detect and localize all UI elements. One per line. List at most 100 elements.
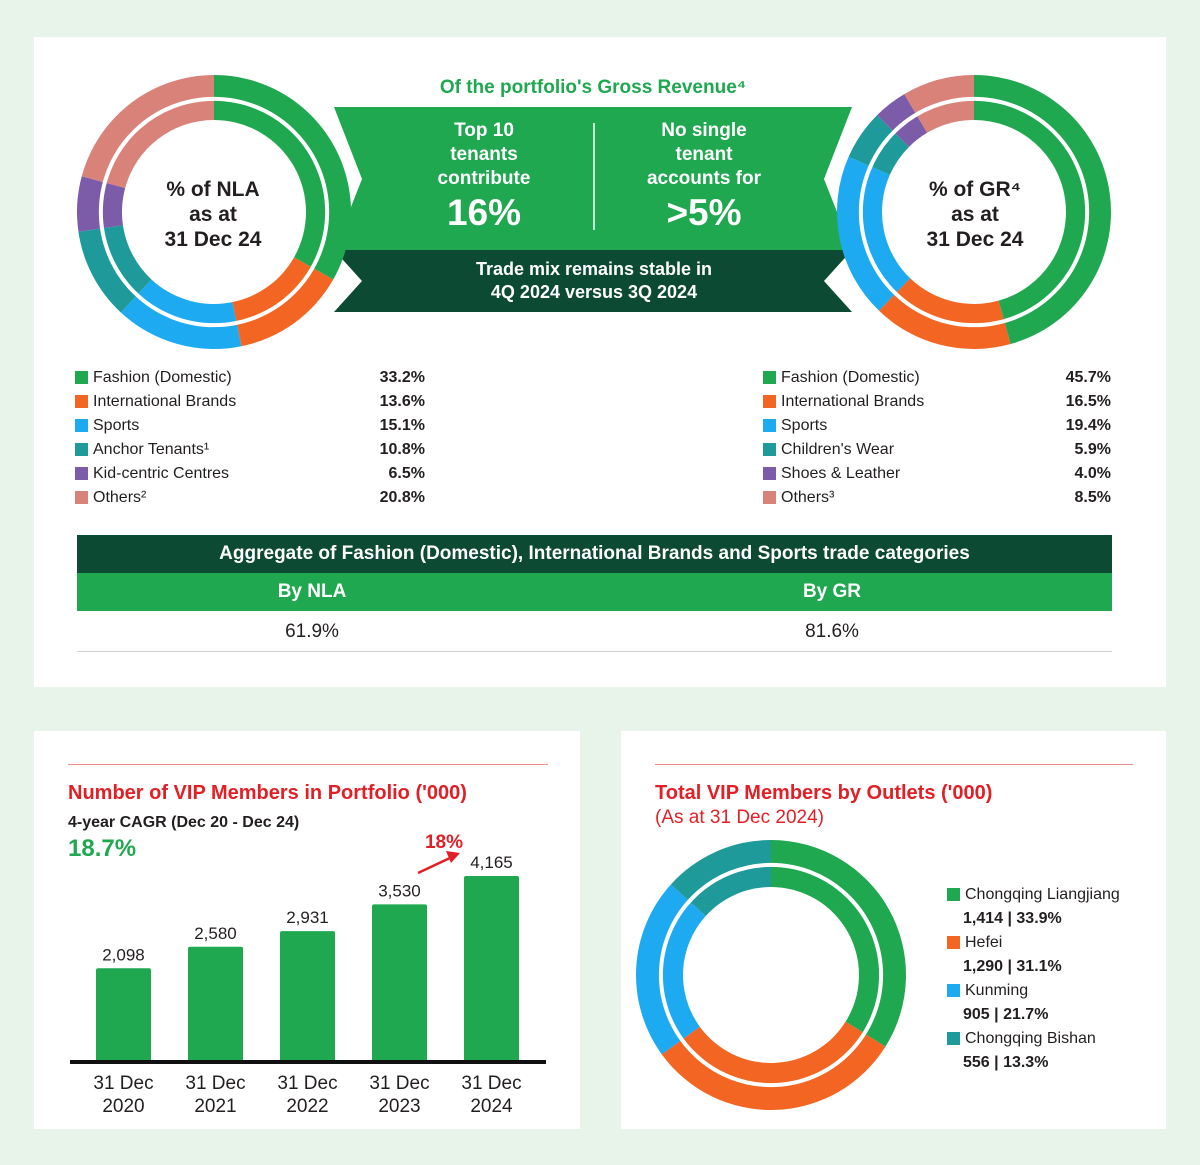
outlet-legend-item-3: Kunming bbox=[947, 979, 1147, 1003]
gr-slice-1 bbox=[974, 75, 1112, 345]
vip-bar-1 bbox=[96, 968, 151, 1062]
nla-hole bbox=[122, 120, 306, 304]
gr-legend-value: 8.5% bbox=[1074, 489, 1111, 506]
vip-bar-3 bbox=[280, 931, 335, 1062]
banner-shape bbox=[334, 107, 852, 250]
vip-bar-5 bbox=[464, 876, 519, 1062]
nla-legend-item-1: Fashion (Domestic) 33.2% bbox=[75, 366, 425, 390]
gr-ring-highlight bbox=[858, 96, 1090, 328]
gr-legend-item-2: International Brands 16.5% bbox=[763, 390, 1111, 414]
nla-legend-item-2: International Brands 13.6% bbox=[75, 390, 425, 414]
gr-slice-4 bbox=[848, 115, 909, 175]
outlet-legend-value: 905 | 21.7% bbox=[963, 1006, 1049, 1023]
vip-bar-value-label: 2,931 bbox=[286, 908, 329, 927]
outlet-legend-value: 1,290 | 31.1% bbox=[963, 958, 1062, 975]
gr-legend-swatch bbox=[763, 467, 776, 480]
vip-bar-2 bbox=[188, 946, 243, 1062]
trade-mix-panel: Of the portfolio's Gross Revenue⁴ Top 10… bbox=[34, 37, 1166, 687]
nla-legend-swatch bbox=[75, 467, 88, 480]
vip-bar-value-label: 2,098 bbox=[102, 945, 145, 964]
outlets-subtitle: (As at 31 Dec 2024) bbox=[655, 807, 824, 828]
gr-legend-item-1: Fashion (Domestic) 45.7% bbox=[763, 366, 1111, 390]
nla-legend-value: 15.1% bbox=[379, 417, 425, 434]
nla-label-line3: 31 Dec 24 bbox=[164, 228, 262, 251]
aggregate-col2-label: By GR bbox=[802, 581, 862, 602]
gr-slice-3 bbox=[837, 156, 911, 311]
outlets-title-rule bbox=[655, 764, 1133, 765]
gr-label-line3: 31 Dec 24 bbox=[926, 228, 1024, 251]
vip-chart-title: Number of VIP Members in Portfolio ('000… bbox=[68, 782, 467, 804]
outlet-legend-item-4: Chongqing Bishan bbox=[947, 1027, 1147, 1051]
nla-legend-value: 10.8% bbox=[379, 441, 425, 458]
single-line3: accounts for bbox=[646, 168, 762, 189]
banner-title: Of the portfolio's Gross Revenue⁴ bbox=[439, 77, 747, 98]
stable-text: Trade mix remains stable in 4Q 2024 vers… bbox=[364, 258, 824, 304]
outlets-donut-chart bbox=[636, 840, 906, 1110]
outlet-legend-swatch bbox=[947, 888, 960, 901]
outlet-slice-2 bbox=[661, 1021, 886, 1110]
nla-slice-3 bbox=[120, 279, 242, 349]
nla-legend-label: Sports bbox=[93, 417, 140, 434]
aggregate-header-row: By NLA By GR bbox=[77, 573, 1112, 611]
cagr-label: 4-year CAGR (Dec 20 - Dec 24) bbox=[68, 814, 300, 831]
nla-label-line1: % of NLA bbox=[166, 178, 260, 201]
vip-category-label: 2021 bbox=[194, 1096, 236, 1117]
vip-members-panel: Number of VIP Members in Portfolio ('000… bbox=[34, 731, 580, 1129]
outlets-chart-title: Total VIP Members by Outlets ('000) bbox=[655, 782, 993, 804]
outlet-slice-3 bbox=[636, 884, 706, 1055]
growth-label: 18% bbox=[425, 832, 463, 853]
outlet-slice-1 bbox=[771, 840, 906, 1047]
gr-legend-swatch bbox=[763, 371, 776, 384]
gr-legend-swatch bbox=[763, 491, 776, 504]
gr-slice-5 bbox=[877, 94, 928, 147]
gr-legend-item-4: Children's Wear 5.9% bbox=[763, 438, 1111, 462]
nla-legend-value: 33.2% bbox=[379, 369, 425, 386]
nla-legend-item-4: Anchor Tenants¹ 10.8% bbox=[75, 438, 425, 462]
top10-line3: contribute bbox=[437, 168, 531, 189]
outlet-legend-swatch bbox=[947, 1032, 960, 1045]
nla-legend-swatch bbox=[75, 371, 88, 384]
outlet-legend-label: Chongqing Bishan bbox=[965, 1030, 1096, 1047]
gr-legend-value: 19.4% bbox=[1065, 417, 1111, 434]
nla-legend-item-6: Others² 20.8% bbox=[75, 486, 425, 510]
aggregate-col1-value: 61.9% bbox=[285, 621, 339, 642]
vip-category-label: 2023 bbox=[378, 1096, 420, 1117]
nla-legend-value: 20.8% bbox=[379, 489, 425, 506]
stable-banner-shape bbox=[334, 250, 852, 312]
nla-legend-item-5: Kid-centric Centres 6.5% bbox=[75, 462, 425, 486]
gr-center-label: % of GR⁴ as at 31 Dec 24 bbox=[895, 177, 1055, 252]
gr-legend-value: 16.5% bbox=[1065, 393, 1111, 410]
nla-legend-item-3: Sports 15.1% bbox=[75, 414, 425, 438]
top10-line2: tenants bbox=[450, 144, 518, 165]
gr-legend-item-6: Others³ 8.5% bbox=[763, 486, 1111, 510]
vip-category-label: 31 Dec bbox=[369, 1073, 429, 1094]
nla-donut-chart bbox=[76, 75, 351, 349]
vip-bar-value-label: 3,530 bbox=[378, 881, 421, 900]
nla-legend-label: Fashion (Domestic) bbox=[93, 369, 232, 386]
vip-bar-4 bbox=[372, 904, 427, 1062]
nla-label-line2: as at bbox=[189, 203, 237, 226]
outlet-hole bbox=[683, 887, 859, 1063]
nla-legend-value: 6.5% bbox=[388, 465, 425, 482]
outlet-ring-highlight bbox=[658, 862, 884, 1088]
nla-legend-label: International Brands bbox=[93, 393, 237, 410]
nla-legend-label: Others² bbox=[93, 489, 147, 506]
gr-legend-swatch bbox=[763, 419, 776, 432]
nla-legend-label: Kid-centric Centres bbox=[93, 465, 230, 482]
vip-category-label: 31 Dec bbox=[93, 1073, 153, 1094]
gr-legend-value: 5.9% bbox=[1074, 441, 1111, 458]
single-value: >5% bbox=[666, 192, 742, 233]
growth-arrow-line bbox=[417, 855, 453, 875]
top10-value: 16% bbox=[446, 192, 522, 233]
single-line2: tenant bbox=[675, 144, 733, 165]
vip-category-label: 31 Dec bbox=[461, 1073, 521, 1094]
nla-legend-swatch bbox=[75, 419, 88, 432]
outlet-legend-label: Chongqing Liangjiang bbox=[965, 886, 1120, 903]
vip-category-label: 2020 bbox=[102, 1096, 144, 1117]
stable-line1: Trade mix remains stable in bbox=[475, 259, 713, 279]
outlet-legend-swatch bbox=[947, 936, 960, 949]
nla-legend-swatch bbox=[75, 443, 88, 456]
nla-legend-swatch bbox=[75, 491, 88, 504]
aggregate-value-row: 61.9% 81.6% bbox=[77, 613, 1112, 652]
